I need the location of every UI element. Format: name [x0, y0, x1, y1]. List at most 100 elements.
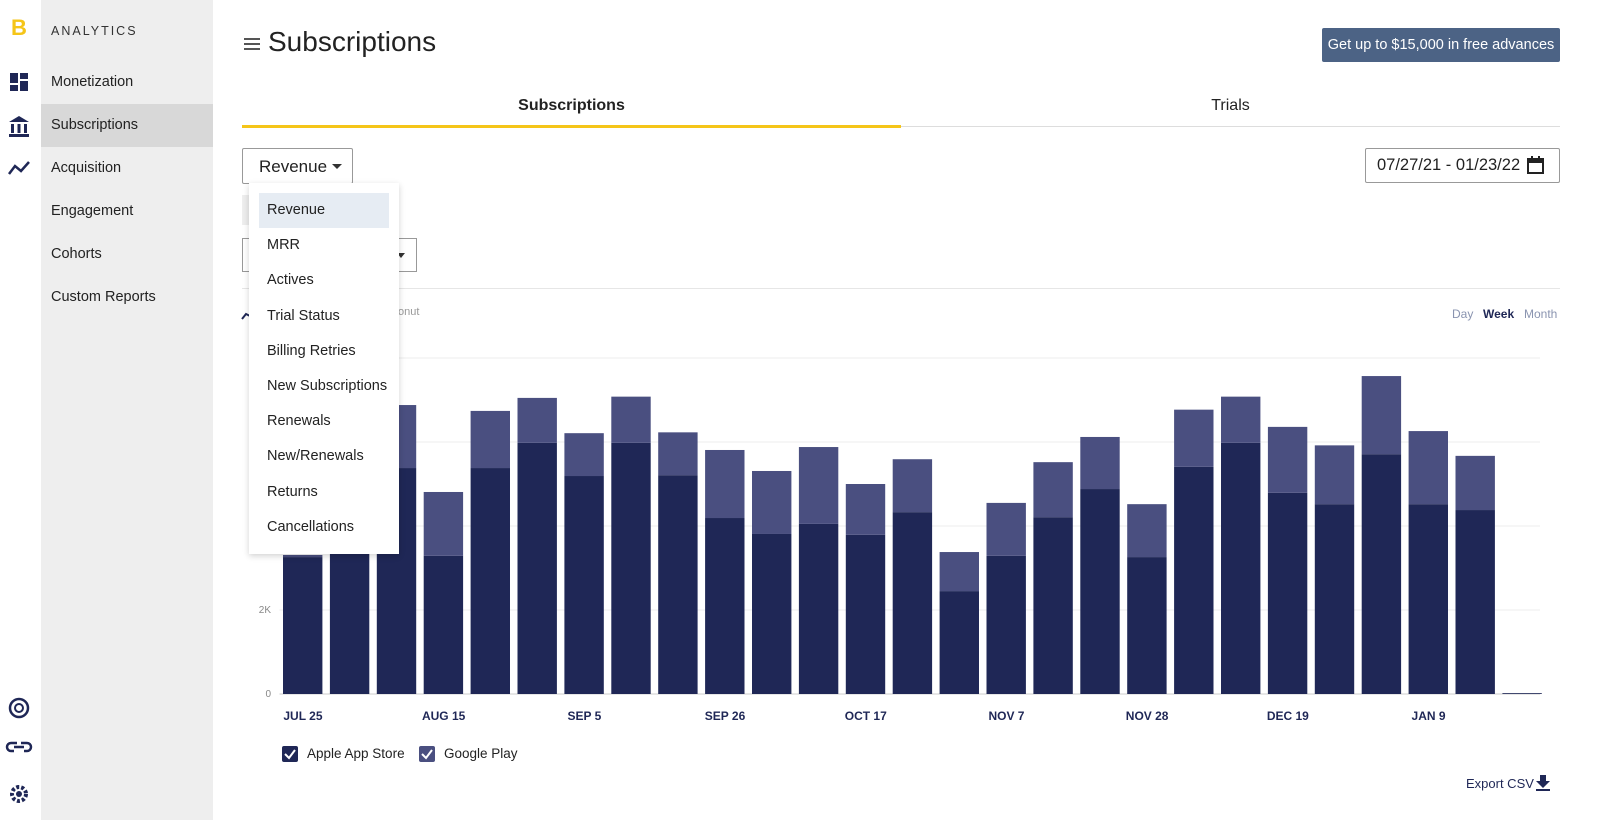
dropdown-item[interactable]: New/Renewals: [267, 448, 364, 465]
legend-label[interactable]: Apple App Store: [307, 746, 405, 761]
bar-segment: [1080, 436, 1120, 490]
nav-item[interactable]: Monetization: [51, 74, 134, 90]
calendar-icon: [1527, 156, 1544, 174]
bar-segment: [658, 475, 698, 694]
x-tick-label: DEC 19: [1267, 709, 1309, 723]
dropdown-item[interactable]: Cancellations: [267, 518, 355, 535]
nav-item[interactable]: Cohorts: [51, 246, 102, 262]
nav-item[interactable]: Engagement: [51, 203, 134, 219]
metric-select-value: Revenue: [259, 157, 328, 176]
bar-segment: [470, 468, 510, 694]
section-label: ANALYTICS: [51, 24, 138, 38]
bar-segment: [1314, 445, 1355, 505]
check-mark: [421, 749, 433, 760]
bar-segment: [1408, 504, 1448, 694]
sidebar-icons: [5, 73, 33, 803]
dropdown-item[interactable]: Actives: [267, 272, 314, 289]
granularity-option[interactable]: Month: [1524, 307, 1558, 321]
bar-segment: [1267, 426, 1308, 493]
bar-segment: [1221, 442, 1261, 694]
dropdown-menu: Revenue MRR Actives Trial Status Billing Ret…: [249, 183, 399, 554]
date-range-text: 07/27/21 - 01/23/22: [1377, 156, 1521, 174]
granularity-option[interactable]: Day: [1452, 307, 1474, 321]
x-tick-label: JAN 9: [1412, 709, 1446, 723]
bar-segment: [1127, 504, 1167, 558]
bar-segment: [986, 555, 1026, 694]
bar-segment: [845, 484, 886, 535]
bar-segment: [798, 523, 839, 694]
x-tick-label: NOV 28: [1126, 709, 1169, 723]
tab-rule: [242, 126, 1560, 127]
bar-segment: [705, 449, 745, 519]
bar-segment: [283, 557, 323, 694]
x-tick-label: SEP 26: [705, 709, 746, 723]
y-tick-label: 0: [265, 689, 271, 700]
bar-segment: [892, 512, 933, 694]
tab[interactable]: Trials: [1211, 97, 1250, 114]
legend-checkbox[interactable]: [419, 746, 435, 762]
bar-segment: [423, 491, 464, 556]
metric-select[interactable]: Revenue: [242, 148, 353, 184]
bar-segment: [939, 552, 979, 592]
bar-segment: [1267, 492, 1308, 694]
dropdown-item[interactable]: Revenue: [259, 193, 389, 228]
bar-segment: [986, 502, 1026, 556]
dropdown-item[interactable]: Billing Retries: [267, 342, 356, 359]
nav-item[interactable]: Custom Reports: [51, 289, 156, 305]
bar-segment: [611, 442, 651, 694]
export-csv[interactable]: Export CSV: [1466, 776, 1534, 791]
dropdown-item[interactable]: MRR: [267, 237, 301, 254]
dropdown-item[interactable]: New Subscriptions: [267, 378, 388, 394]
granularity-option[interactable]: Week: [1483, 307, 1515, 321]
bar-segment: [1408, 431, 1448, 505]
chart-style-icon[interactable]: [241, 310, 251, 320]
bar-segment: [423, 555, 464, 694]
bar-segment: [1080, 489, 1120, 694]
dropdown-item[interactable]: Returns: [267, 483, 318, 500]
bar-segment: [1127, 557, 1167, 694]
bar-segment: [1455, 455, 1495, 511]
legend-label[interactable]: Google Play: [444, 746, 518, 761]
legend-checkbox[interactable]: [282, 746, 298, 762]
tab-indicator: [242, 125, 901, 128]
caret: [397, 253, 405, 258]
bar-segment: [752, 470, 792, 534]
divider: [242, 288, 1560, 289]
bar-segment: [1033, 517, 1073, 694]
dropdown-item[interactable]: Trial Status: [267, 307, 340, 324]
bar-segment: [939, 591, 979, 694]
menu-icon[interactable]: [244, 38, 262, 52]
bar-segment: [1174, 466, 1214, 694]
dropdown-item[interactable]: Renewals: [267, 413, 331, 430]
bar-segment: [1502, 693, 1542, 694]
x-tick-label: OCT 17: [845, 709, 887, 723]
bar-segment: [564, 476, 604, 694]
bar-segment: [845, 534, 886, 694]
bar-segment: [658, 432, 698, 476]
nav-item[interactable]: Acquisition: [51, 160, 122, 176]
nav-item[interactable]: Subscriptions: [41, 104, 213, 147]
bar-segment: [564, 433, 604, 477]
bar-segment: [283, 554, 323, 558]
check-mark: [284, 749, 296, 760]
bar-segment: [611, 396, 651, 443]
tab[interactable]: Subscriptions: [518, 97, 625, 114]
brand-logo[interactable]: B: [11, 15, 27, 40]
bar-segment: [752, 533, 792, 694]
chart-style-option[interactable]: onut: [398, 306, 420, 318]
bar-segment: [892, 459, 933, 513]
bar-segment: [1174, 409, 1214, 467]
date-range[interactable]: 07/27/21 - 01/23/22: [1365, 148, 1560, 183]
x-tick-label: AUG 15: [422, 709, 466, 723]
caret: [332, 164, 342, 169]
bar-segment: [1314, 504, 1355, 694]
bar-segment: [1033, 462, 1073, 518]
y-tick-label: 2K: [259, 605, 272, 616]
promo-button[interactable]: Get up to $15,000 in free advances: [1322, 28, 1560, 62]
download-icon[interactable]: [1535, 774, 1551, 792]
bar-segment: [798, 447, 839, 524]
x-tick-label: NOV 7: [988, 709, 1024, 723]
bar-segment: [1455, 510, 1495, 694]
